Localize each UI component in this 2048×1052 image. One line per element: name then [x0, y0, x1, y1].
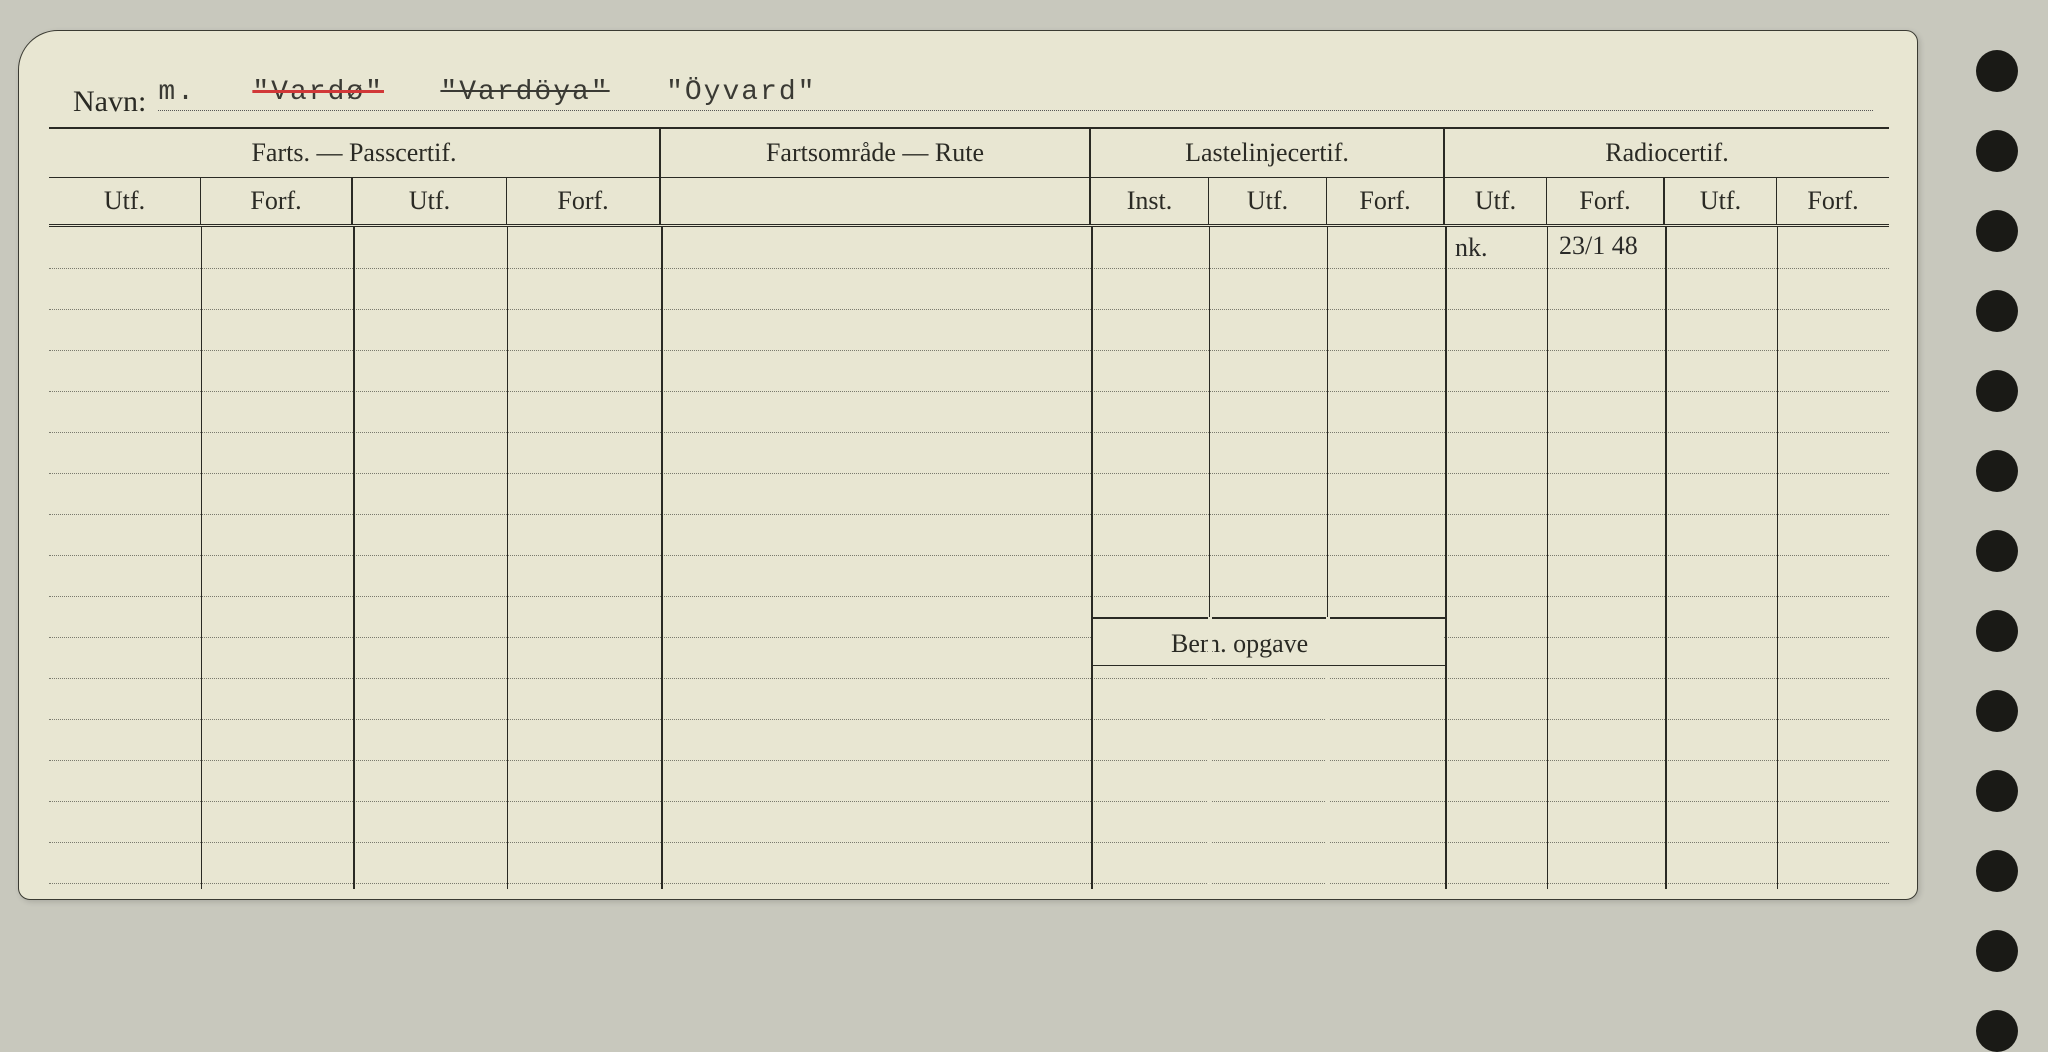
column-divider: [1547, 227, 1548, 889]
punch-hole: [1976, 930, 2018, 972]
table-row: [49, 309, 1889, 310]
navn-struck-1: "Vardø": [252, 77, 384, 108]
navn-current: "Öyvard": [666, 77, 816, 108]
table-row: [49, 842, 1889, 843]
table-row: [49, 760, 1889, 761]
index-card: Navn: m. "Vardø" "Vardöya" "Öyvard" Fart…: [18, 30, 1918, 900]
column-divider: [1445, 227, 1447, 889]
punch-hole: [1976, 690, 2018, 732]
group-radio: Radiocertif.: [1445, 129, 1889, 177]
sub-radio-forf1: Forf.: [1547, 178, 1665, 224]
navn-value-line: m. "Vardø" "Vardöya" "Öyvard": [158, 81, 1873, 111]
sub-laste-forf: Forf.: [1327, 178, 1445, 224]
sub-header-row: Utf. Forf. Utf. Forf. Inst. Utf. Forf. U…: [49, 177, 1889, 227]
table-row: [49, 350, 1889, 351]
column-divider: [507, 227, 508, 889]
table-row: [49, 473, 1889, 474]
punch-hole: [1976, 370, 2018, 412]
sub-utf-2: Utf.: [353, 178, 507, 224]
punch-hole: [1976, 210, 2018, 252]
navn-prefix: m.: [158, 77, 196, 108]
column-mask: [1208, 617, 1212, 889]
navn-row: Navn: m. "Vardø" "Vardöya" "Öyvard": [73, 81, 1873, 121]
punch-hole: [1976, 770, 2018, 812]
punch-hole: [1976, 290, 2018, 332]
table-row: [49, 432, 1889, 433]
table-row: [49, 637, 1889, 638]
punch-holes: [1976, 50, 2018, 1052]
punch-hole: [1976, 130, 2018, 172]
punch-hole: [1976, 450, 2018, 492]
punch-hole: [1976, 850, 2018, 892]
entry-radio-utf1: nk.: [1455, 233, 1488, 263]
sub-forf-1: Forf.: [201, 178, 353, 224]
column-mask: [1326, 617, 1330, 889]
sub-radio-forf2: Forf.: [1777, 178, 1889, 224]
sub-inst: Inst.: [1091, 178, 1209, 224]
table-row: [49, 801, 1889, 802]
sub-laste-utf: Utf.: [1209, 178, 1327, 224]
group-farts-pass: Farts. — Passcertif.: [49, 129, 661, 177]
table-row: [49, 268, 1889, 269]
sub-radio-utf2: Utf.: [1665, 178, 1777, 224]
column-divider: [353, 227, 355, 889]
punch-hole: [1976, 610, 2018, 652]
punch-hole: [1976, 50, 2018, 92]
column-divider: [201, 227, 202, 889]
sub-forf-2: Forf.: [507, 178, 661, 224]
table-body: nk. 23/1 48 Bem. opgave: [49, 227, 1889, 889]
table-row: [49, 883, 1889, 884]
bem-opgave-label: Bem. opgave: [1171, 629, 1308, 659]
table-row: [49, 514, 1889, 515]
navn-label: Navn:: [73, 85, 146, 119]
table-row: [49, 555, 1889, 556]
column-divider: [661, 227, 663, 889]
navn-struck-2: "Vardöya": [440, 77, 609, 108]
sub-radio-utf1: Utf.: [1445, 178, 1547, 224]
entry-radio-forf1: 23/1 48: [1559, 231, 1638, 261]
column-divider: [1665, 227, 1667, 889]
table-row: [49, 596, 1889, 597]
certificate-table: Farts. — Passcertif. Fartsområde — Rute …: [49, 129, 1889, 889]
punch-hole: [1976, 530, 2018, 572]
group-rute: Fartsområde — Rute: [661, 129, 1091, 177]
sub-utf-1: Utf.: [49, 178, 201, 224]
group-laste: Lastelinjecertif.: [1091, 129, 1445, 177]
bem-separator-bottom: [1091, 665, 1445, 666]
table-row: [49, 719, 1889, 720]
column-divider: [1091, 227, 1093, 889]
punch-hole: [1976, 1010, 2018, 1052]
group-header-row: Farts. — Passcertif. Fartsområde — Rute …: [49, 129, 1889, 177]
sub-rute-blank: [661, 178, 1091, 224]
column-divider: [1777, 227, 1778, 889]
table-row: [49, 391, 1889, 392]
table-row: [49, 678, 1889, 679]
